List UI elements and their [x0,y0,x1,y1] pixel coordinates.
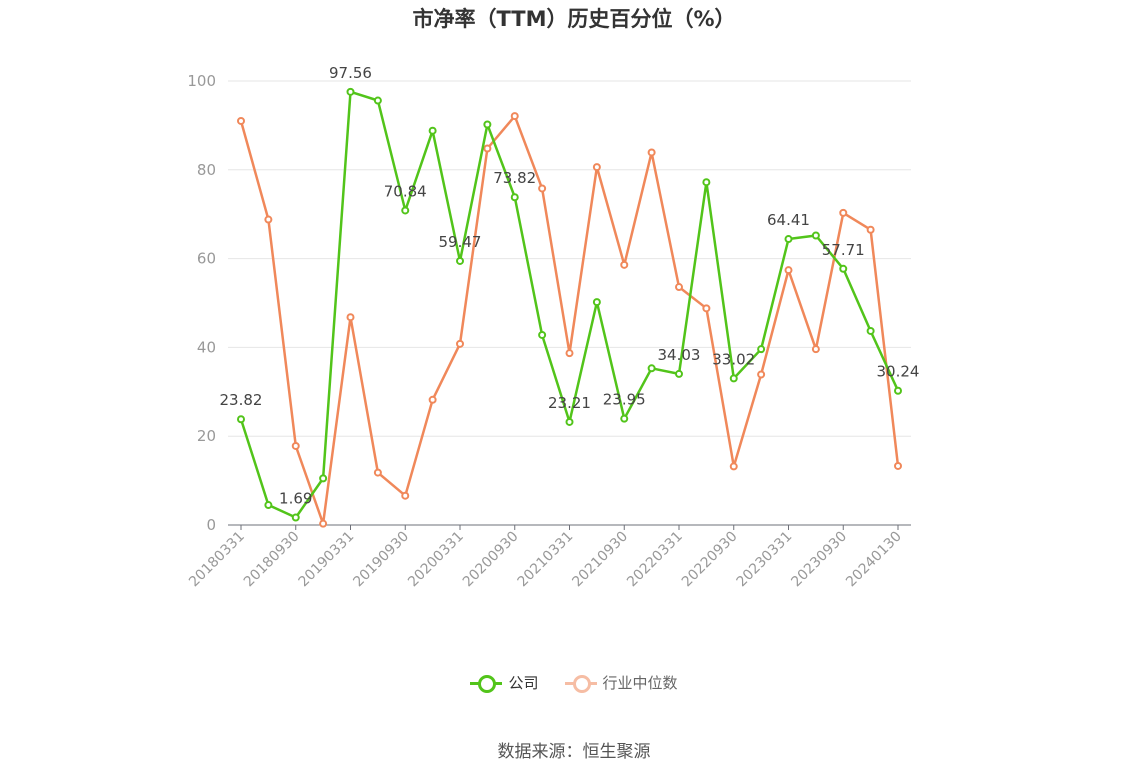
company-data-label: 23.82 [220,391,263,409]
legend-item-company[interactable]: 公司 [470,672,539,693]
industry-data-point [483,144,492,153]
company-data-label: 70.84 [384,182,427,200]
industry-data-point [839,208,848,217]
x-tick-label: 20230930 [788,529,850,591]
y-tick-label: 40 [197,338,216,356]
company-data-point [483,120,492,129]
axes: 0 20 40 60 80 100 2018033120180930201903312019… [186,72,911,590]
industry-data-point [675,283,683,292]
x-tick-label: 20200331 [405,529,467,591]
industry-data-point [729,462,738,471]
industry-data-point [647,148,656,157]
x-tick-label: 20190930 [350,529,412,591]
chart-title: 市净率（TTM）历史百分位（%） [412,7,736,31]
company-data-point [510,193,519,202]
industry-data-point [373,468,382,477]
company-data-point [757,345,766,354]
company-data-point [565,417,574,426]
company-data-point [373,96,382,105]
y-tick-label: 80 [197,161,216,179]
x-tick-label: 20220930 [679,529,741,591]
industry-data-point [237,116,245,125]
industry-data-point [264,215,273,224]
industry-data-point [456,339,464,348]
industry-data-point [428,395,437,404]
company-data-point [702,178,711,187]
industry-data-point [291,441,300,450]
company-data-point [592,298,601,307]
company-data-point [346,87,355,96]
x-tick-label: 20210930 [569,529,631,591]
company-data-point [428,126,437,135]
industry-data-point [811,345,820,354]
company-data-label: 97.56 [329,64,372,82]
company-data-point [811,231,820,240]
company-data-point [401,206,410,215]
company-data-label: 73.82 [493,169,536,187]
company-data-label: 23.95 [603,391,646,409]
industry-data-point [538,184,547,193]
company-data-point [456,256,464,265]
company-data-label: 57.71 [822,241,865,259]
x-tick-label: 20220331 [624,529,686,591]
industry-data-point [401,491,410,500]
industry-series-line [239,114,900,525]
y-tick-label: 0 [206,516,216,534]
industry-data-point [620,260,629,269]
industry-data-point [319,519,328,528]
company-data-label: 30.24 [877,363,920,381]
legend-company-label: 公司 [508,674,539,692]
company-data-point [620,414,629,423]
industry-data-point [510,112,519,121]
industry-data-point [894,461,902,470]
company-data-label: 33.02 [712,350,755,368]
x-tick-label: 20210331 [515,529,577,591]
industry-data-point [757,370,766,379]
y-tick-label: 60 [197,250,216,268]
x-tick-label: 20240130 [843,529,905,591]
company-data-point [866,326,875,335]
industry-data-point [565,349,574,358]
company-data-point [784,235,793,244]
company-data-point [291,513,300,522]
company-data-point [675,369,683,378]
company-data-label: 1.69 [279,489,312,507]
legend-industry-label: 行业中位数 [602,674,678,692]
x-tick-label: 20180930 [241,529,303,591]
company-data-point [839,264,848,273]
company-data-point [237,415,245,424]
company-data-point [264,501,273,510]
company-data-label: 34.03 [658,346,701,364]
company-data-point [647,364,656,373]
company-data-label: 59.47 [439,233,482,251]
company-data-label: 64.41 [767,211,810,229]
legend-item-industry[interactable]: 行业中位数 [564,672,678,693]
y-tick-label: 20 [197,427,216,445]
x-tick-label: 20180331 [186,529,248,591]
company-data-point [319,474,328,483]
industry-data-point [702,304,711,313]
data-source: 数据来源：恒生聚源 [497,742,651,762]
series-lines [237,87,902,528]
data-labels: 23.82 1.69 97.56 70.84 59.47 73.82 23.21 23.95 3… [220,64,920,508]
x-tick-label: 20190331 [296,529,358,591]
company-data-label: 23.21 [548,394,591,412]
industry-data-point [866,225,875,234]
industry-data-point [346,313,355,322]
industry-data-point [592,163,601,172]
legend: 公司 行业中位数 [0,672,1148,693]
industry-data-point [784,266,793,275]
x-tick-label: 20200930 [460,529,522,591]
company-data-point [894,386,902,395]
company-data-point [729,374,738,383]
legend-industry-marker-icon [564,674,597,693]
company-data-point [538,330,547,339]
legend-company-marker-icon [470,674,503,693]
y-tick-label: 100 [187,72,216,90]
x-tick-label: 20230331 [734,529,796,591]
